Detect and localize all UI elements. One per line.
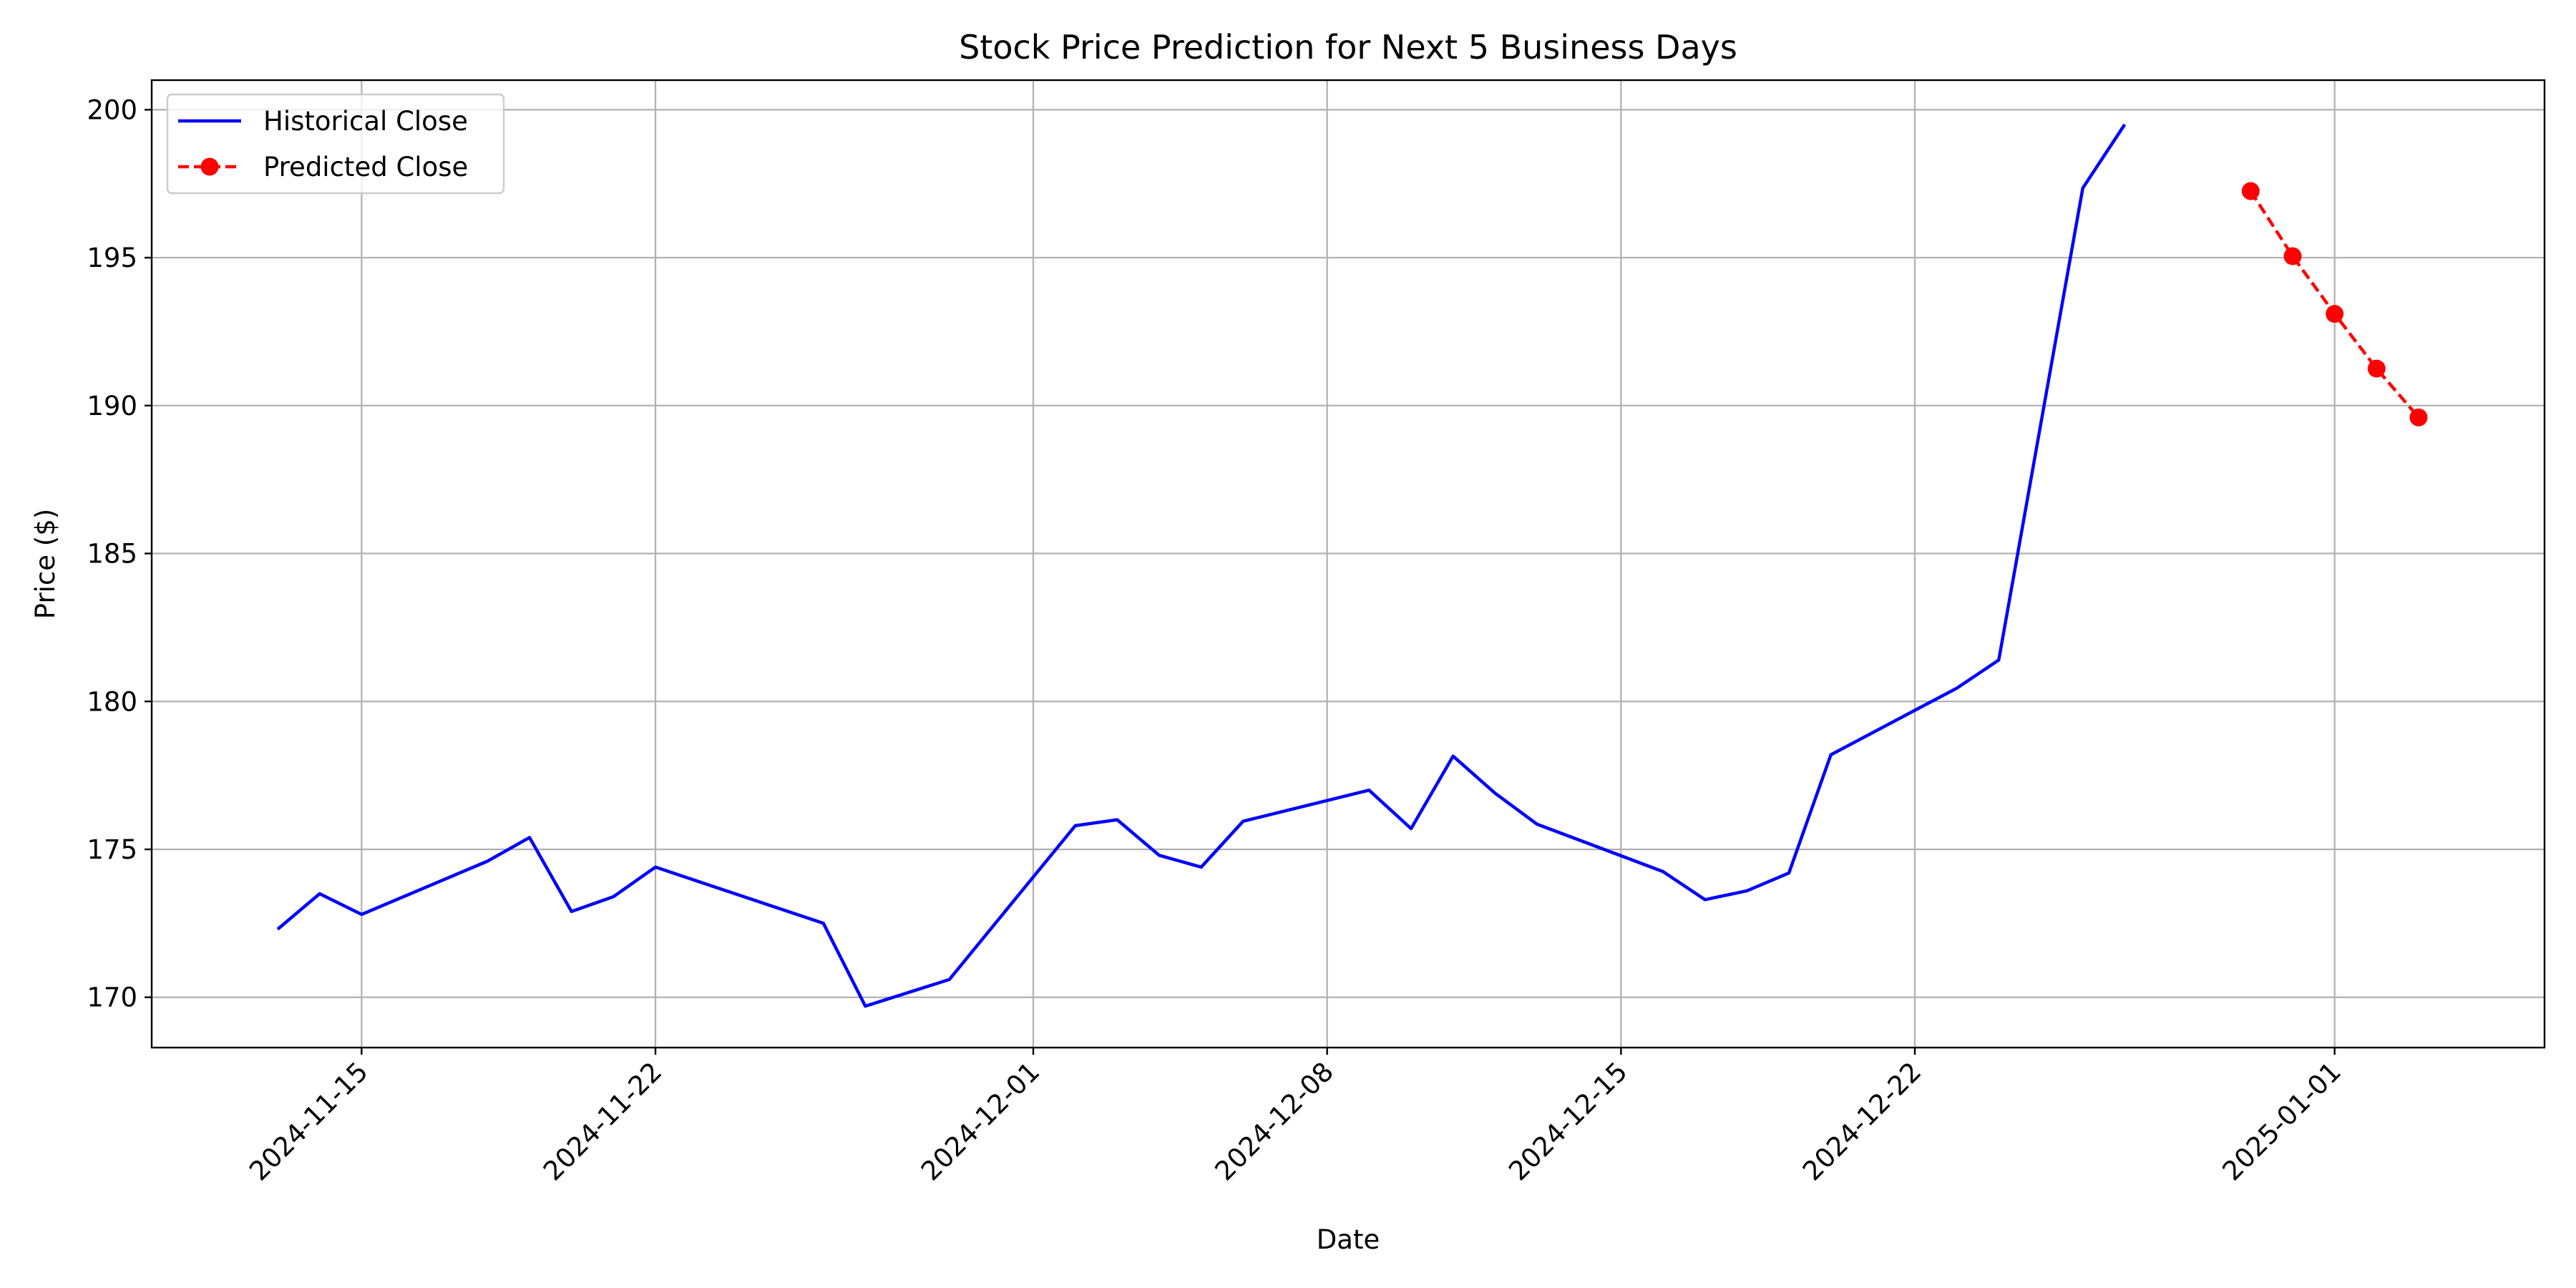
- legend: Historical Close Predicted Close: [166, 93, 505, 195]
- y-tick-label: 170: [87, 982, 137, 1013]
- series-0: [276, 123, 2127, 1008]
- data-point: [2409, 408, 2428, 426]
- plot-frame: [150, 79, 2546, 1049]
- grid: [152, 80, 2545, 1048]
- y-axis-title: Price ($): [30, 509, 61, 619]
- y-tick-label: 190: [87, 391, 137, 421]
- legend-swatch-marker: [200, 157, 219, 176]
- legend-label: Historical Close: [263, 106, 468, 137]
- y-tick-label: 195: [87, 243, 137, 273]
- x-axis-title: Date: [1317, 1224, 1380, 1255]
- y-tick-label: 175: [87, 834, 137, 865]
- y-tick-label: 180: [87, 686, 137, 717]
- legend-label: Predicted Close: [263, 152, 468, 182]
- series-layer: [276, 123, 2428, 1008]
- data-point: [2283, 247, 2302, 265]
- legend-item: Historical Close: [178, 106, 468, 137]
- chart-title: Stock Price Prediction for Next 5 Busine…: [959, 28, 1737, 67]
- series-1: [2241, 182, 2428, 426]
- data-point: [2326, 305, 2344, 323]
- series-line: [276, 123, 2127, 1008]
- y-tick-label: 185: [87, 539, 137, 570]
- legend-box: [166, 93, 505, 195]
- legend-item: Predicted Close: [178, 152, 468, 182]
- data-point: [2367, 359, 2386, 378]
- y-tick-label: 200: [87, 94, 137, 125]
- data-point: [2241, 182, 2260, 200]
